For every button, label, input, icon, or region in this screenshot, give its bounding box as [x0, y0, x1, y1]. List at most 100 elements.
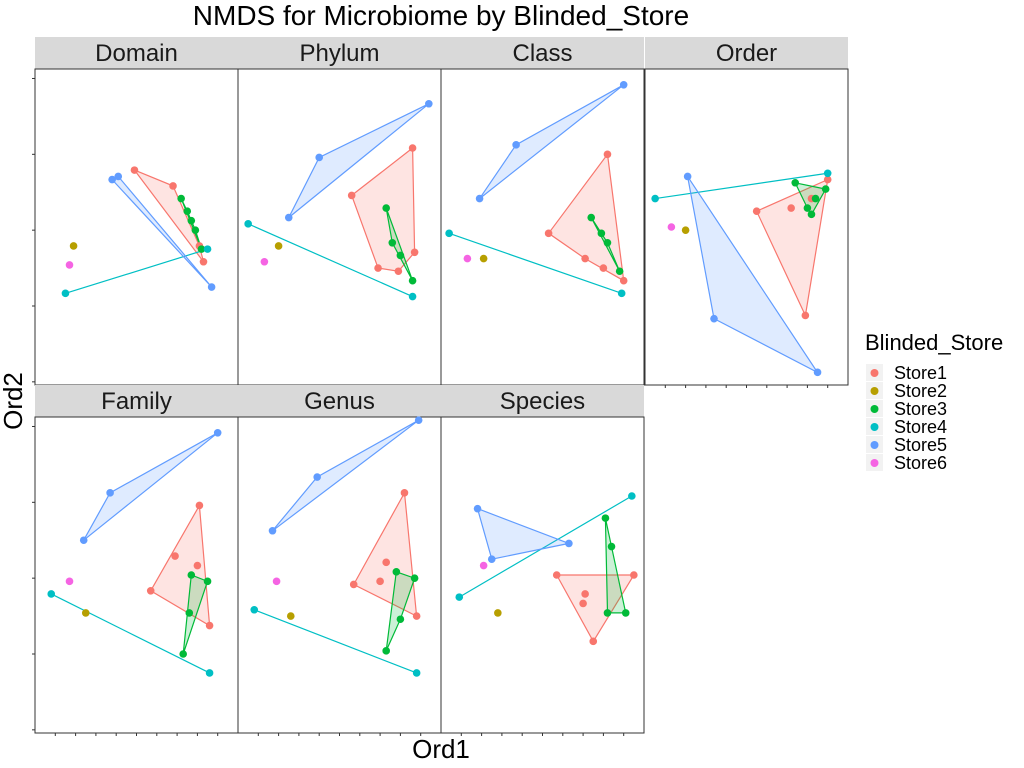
point-store6 — [479, 561, 488, 570]
legend: Blinded_Store Store1Store2Store3Store4St… — [865, 330, 1003, 473]
point-store3 — [791, 178, 800, 187]
legend-key-store5 — [870, 441, 879, 449]
facet-panel-class: Class — [440, 37, 645, 386]
facet-strip — [645, 37, 848, 69]
facet-panel-genus: Genus — [237, 385, 442, 736]
point-store5 — [475, 194, 484, 203]
hull-store1 — [352, 490, 418, 618]
point-store1 — [581, 590, 589, 598]
point-store3 — [607, 542, 616, 551]
facet-strip-label: Order — [716, 40, 777, 67]
point-store1 — [146, 587, 155, 595]
point-store4 — [412, 669, 421, 677]
point-store6 — [65, 577, 74, 586]
point-store1 — [589, 637, 598, 646]
legend-key-store6 — [870, 459, 879, 467]
hull-store5 — [83, 432, 219, 541]
legend-label-store6: Store6 — [894, 453, 947, 473]
point-store3 — [197, 245, 206, 253]
point-store3 — [179, 650, 187, 658]
point-store2 — [286, 612, 295, 620]
legend-key-store4 — [870, 423, 879, 431]
point-store1 — [599, 264, 608, 272]
point-store1 — [412, 612, 421, 620]
point-store1 — [205, 621, 214, 630]
point-store1 — [408, 144, 417, 152]
point-store4 — [205, 669, 214, 677]
hull-store5 — [476, 507, 572, 560]
facet-panel-family: Family — [32, 385, 239, 736]
point-store5 — [813, 368, 822, 377]
point-store3 — [388, 239, 397, 247]
point-store2 — [81, 609, 90, 617]
point-store3 — [410, 574, 419, 582]
point-store5 — [565, 539, 573, 548]
point-store1 — [823, 175, 832, 184]
hull-store1 — [149, 503, 211, 627]
legend-label-store2: Store2 — [894, 381, 947, 401]
point-store6 — [65, 261, 74, 269]
point-store1 — [130, 166, 139, 174]
point-store3 — [187, 216, 196, 225]
point-store1 — [382, 558, 390, 567]
point-store5 — [114, 172, 123, 181]
panel-border — [440, 68, 645, 386]
legend-label-store3: Store3 — [894, 399, 947, 419]
hull-store5 — [272, 419, 420, 532]
point-store3 — [396, 251, 405, 260]
point-store4 — [823, 169, 832, 178]
point-store3 — [183, 207, 192, 215]
point-store1 — [410, 248, 419, 257]
legend-label-store4: Store4 — [894, 417, 947, 437]
facet-strip — [441, 37, 644, 69]
point-store1 — [169, 182, 177, 190]
point-store2 — [274, 242, 283, 250]
legend-key-store3 — [870, 405, 879, 413]
point-store1 — [552, 571, 561, 579]
point-store4 — [651, 194, 659, 203]
point-store1 — [581, 254, 589, 263]
point-store3 — [597, 229, 606, 238]
point-store1 — [195, 501, 204, 510]
point-store3 — [621, 609, 630, 617]
point-store1 — [394, 267, 403, 276]
point-store1 — [171, 552, 179, 560]
point-store4 — [445, 229, 453, 238]
point-store2 — [69, 242, 78, 250]
point-store1 — [752, 207, 761, 215]
point-store3 — [803, 204, 812, 212]
point-store3 — [187, 571, 196, 579]
point-store5 — [487, 555, 496, 563]
x-axis-label: Ord1 — [412, 734, 470, 764]
point-store3 — [821, 185, 830, 193]
point-store3 — [177, 194, 185, 203]
point-store4 — [617, 289, 626, 298]
y-axis-label: Ord2 — [0, 372, 28, 430]
point-store6 — [272, 577, 281, 586]
point-store5 — [313, 473, 321, 481]
point-store1 — [630, 571, 638, 579]
point-store5 — [207, 283, 216, 291]
point-store6 — [260, 257, 269, 266]
hull-store1 — [555, 574, 635, 643]
facet-panel-order: Order — [644, 37, 849, 388]
point-store1 — [199, 257, 208, 266]
point-store4 — [47, 590, 56, 598]
point-store1 — [347, 191, 356, 200]
point-store1 — [374, 264, 382, 272]
point-store3 — [382, 647, 390, 655]
facet-panel-phylum: Phylum — [237, 37, 442, 386]
point-store3 — [603, 239, 612, 247]
point-store3 — [811, 194, 820, 203]
point-store3 — [396, 615, 405, 624]
point-store5 — [213, 429, 222, 437]
hull-store4 — [247, 223, 413, 298]
facet-strip — [441, 385, 644, 417]
point-store5 — [512, 141, 520, 149]
point-store5 — [619, 81, 628, 89]
point-store3 — [587, 213, 596, 222]
point-store3 — [185, 609, 194, 617]
legend-title: Blinded_Store — [865, 330, 1003, 355]
point-store4 — [408, 292, 417, 301]
